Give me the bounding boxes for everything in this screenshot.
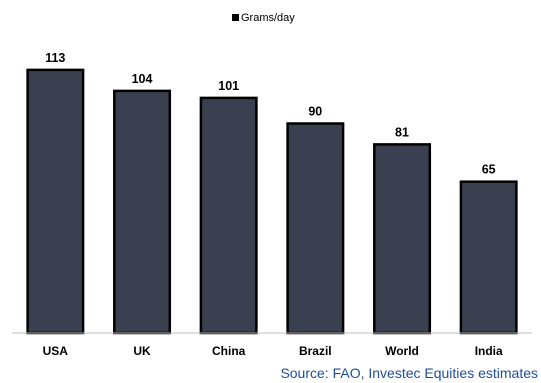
category-label-brazil: Brazil: [299, 344, 332, 358]
value-label-china: 101: [218, 79, 239, 93]
category-label-india: India: [475, 344, 503, 358]
bars: [26, 68, 518, 335]
value-label-world: 81: [395, 125, 409, 139]
legend: Grams/day: [232, 12, 295, 24]
bar-world: [373, 143, 432, 335]
value-label-uk: 104: [132, 72, 153, 86]
category-label-china: China: [212, 344, 246, 358]
bar-uk: [113, 89, 172, 335]
category-label-world: World: [385, 344, 419, 358]
category-label-usa: USA: [43, 344, 69, 358]
category-label-uk: UK: [133, 344, 151, 358]
bar-brazil: [286, 122, 345, 335]
legend-label: Grams/day: [241, 12, 295, 24]
value-label-usa: 113: [45, 51, 65, 65]
bar-usa: [26, 68, 85, 335]
value-labels: 113 104 101 90 81 65: [45, 51, 495, 177]
category-labels: USA UK China Brazil World India: [43, 344, 503, 358]
bar-china: [199, 96, 258, 335]
value-label-brazil: 90: [308, 105, 322, 119]
source-note: Source: FAO, Investec Equities estimates: [280, 365, 538, 381]
value-label-india: 65: [482, 163, 496, 177]
legend-marker: [232, 14, 239, 21]
bar-india: [459, 180, 518, 335]
